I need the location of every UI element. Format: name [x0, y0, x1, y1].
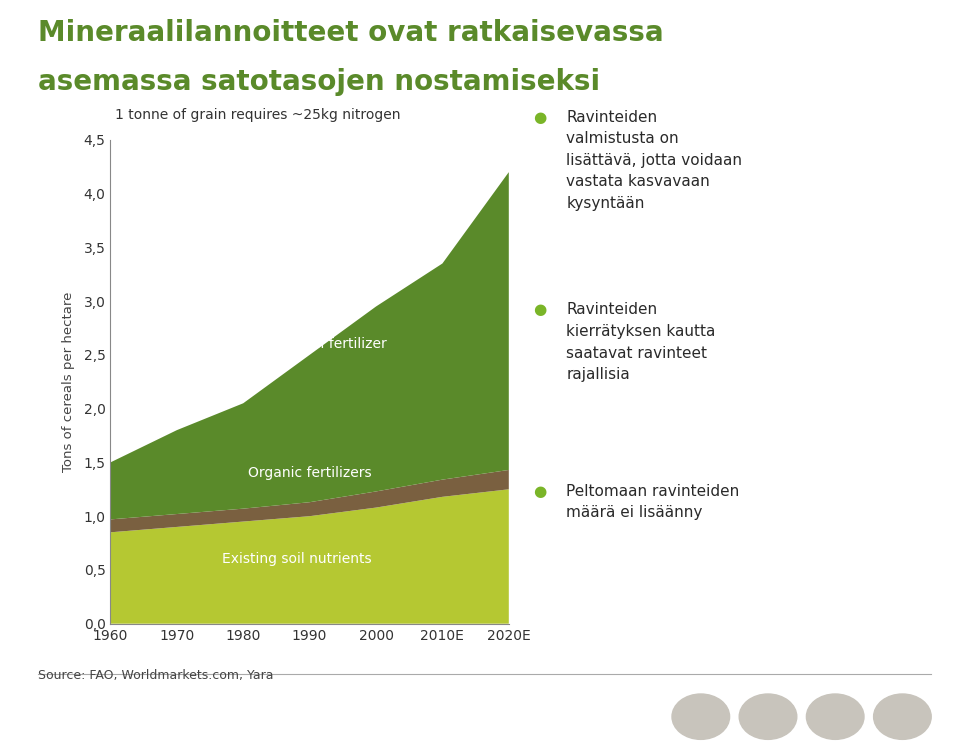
Text: Ravinteiden
valmistusta on
lisättävä, jotta voidaan
vastata kasvavaan
kysyntään: Ravinteiden valmistusta on lisättävä, jo… [566, 110, 742, 211]
Text: YARA: YARA [59, 727, 87, 736]
Text: Existing soil nutrients: Existing soil nutrients [222, 552, 372, 566]
Text: Ravinteiden
kierrätyksen kautta
saatavat ravinteet
rajallisia: Ravinteiden kierrätyksen kautta saatavat… [566, 302, 716, 383]
Text: Peltomaan ravinteiden
määrä ei lisäänny: Peltomaan ravinteiden määrä ei lisäänny [566, 484, 739, 520]
Text: ●: ● [533, 302, 546, 318]
Y-axis label: Tons of cereals per hectare: Tons of cereals per hectare [62, 292, 75, 472]
Text: 1 tonne of grain requires ~25kg nitrogen: 1 tonne of grain requires ~25kg nitrogen [115, 108, 400, 122]
Text: Mineral fertilizer: Mineral fertilizer [273, 337, 386, 351]
Text: asemassa satotasojen nostamiseksi: asemassa satotasojen nostamiseksi [38, 68, 601, 96]
Text: Source: FAO, Worldmarkets.com, Yara: Source: FAO, Worldmarkets.com, Yara [38, 669, 274, 682]
Text: Mineraalilannoitteet ovat ratkaisevassa: Mineraalilannoitteet ovat ratkaisevassa [38, 19, 664, 47]
Text: Organic fertilizers: Organic fertilizers [248, 466, 372, 480]
Text: ●: ● [533, 484, 546, 499]
Text: ●: ● [533, 110, 546, 125]
